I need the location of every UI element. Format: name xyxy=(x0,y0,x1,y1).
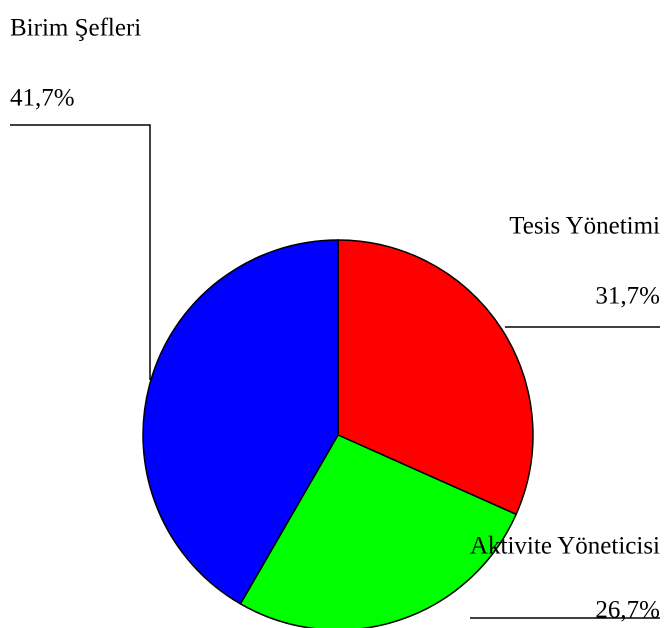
pie-slice xyxy=(142,239,339,605)
leader-line xyxy=(10,124,151,380)
category-label: Birim Şefleri xyxy=(10,15,141,42)
value-label: 41,7% xyxy=(10,85,75,112)
pie-slice xyxy=(239,434,518,628)
value-label: 31,7% xyxy=(595,283,660,310)
category-label: Tesis Yönetimi xyxy=(509,213,660,240)
pie-slice xyxy=(337,239,534,516)
category-label: Aktivite Yöneticisi xyxy=(470,533,660,560)
value-label: 26,7% xyxy=(595,597,660,624)
